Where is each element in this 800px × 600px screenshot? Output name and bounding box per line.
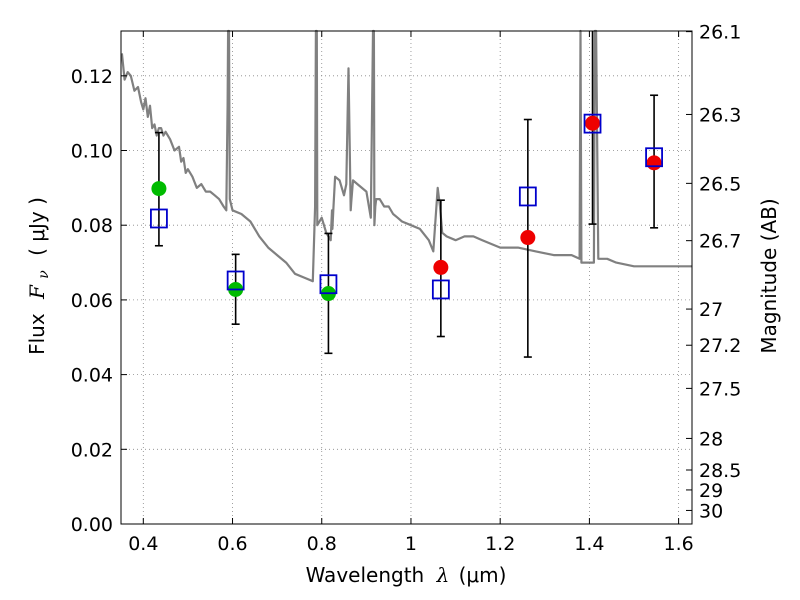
x-tick-label: 0.6 (217, 533, 247, 555)
plot-frame (120, 30, 693, 525)
model-box (150, 208, 168, 229)
y-axis-title-unit: ( μJy ) (25, 197, 49, 256)
model-spectrum-line (120, 29, 692, 283)
y-tick-label: 0.08 (71, 215, 113, 237)
x-tick-label: 1.6 (664, 533, 694, 555)
grid (121, 31, 692, 524)
y-tick-label: 0.12 (71, 66, 113, 88)
red-point (585, 115, 601, 131)
y2-axis-title: Magnitude (AB) (757, 198, 781, 353)
y2-tick-label: 27 (699, 299, 723, 321)
y-axis-title-subscript: ν (36, 270, 52, 279)
y2-tick-label: 30 (699, 500, 723, 522)
red-points (433, 115, 662, 275)
x-tick-label: 1 (405, 533, 417, 555)
x-tick-label: 1.4 (574, 533, 604, 555)
y2-tick-label: 28.5 (699, 460, 741, 482)
model-box (645, 147, 663, 168)
model-box (583, 113, 602, 134)
y-tick-label: 0.04 (71, 365, 113, 387)
x-tick-label: 0.8 (307, 533, 337, 555)
x-tick-label: 0.4 (128, 533, 158, 555)
model-box (431, 279, 450, 300)
x-tick-label: 1.2 (485, 533, 515, 555)
y-axis-title: Flux F ν ( μJy ) (25, 197, 53, 355)
y-tick-label: 0.10 (71, 141, 113, 163)
x-axis-title: Wavelength λ (μm) (306, 563, 507, 587)
model-box (319, 274, 338, 295)
model-boxes (150, 113, 663, 300)
y2-tick-label: 28 (699, 428, 723, 450)
y-tick-label: 0.00 (71, 514, 113, 536)
y2-tick-label: 26.7 (699, 231, 741, 253)
y-tick-label: 0.06 (71, 290, 113, 312)
green-point (151, 181, 167, 197)
y2-tick-label: 26.5 (699, 173, 741, 195)
y-tick-label: 0.02 (71, 439, 113, 461)
x-axis-title-symbol: λ (436, 563, 450, 587)
y2-tick-label: 29 (699, 480, 723, 502)
y-axis-title-symbol: F (25, 284, 49, 300)
axes: 0.4 0.6 0.8 1 1.2 1.4 1.6 0.00 0.02 0.04 0.06 0.08 0… (71, 22, 742, 555)
red-point (520, 230, 536, 246)
y2-tick-label: 27.2 (699, 335, 741, 357)
model-box (226, 270, 245, 291)
y-axis-title-text: Flux (25, 313, 49, 355)
red-point (646, 155, 662, 171)
y2-tick-label: 27.5 (699, 378, 741, 400)
model-box (518, 186, 537, 207)
x-axis-title-unit: (μm) (459, 563, 507, 587)
x-axis-title-text: Wavelength (306, 563, 425, 587)
y2-tick-label: 26.3 (699, 104, 741, 126)
y2-tick-label: 26.1 (699, 22, 741, 44)
red-point (433, 259, 449, 275)
model-spectrum (120, 29, 692, 283)
